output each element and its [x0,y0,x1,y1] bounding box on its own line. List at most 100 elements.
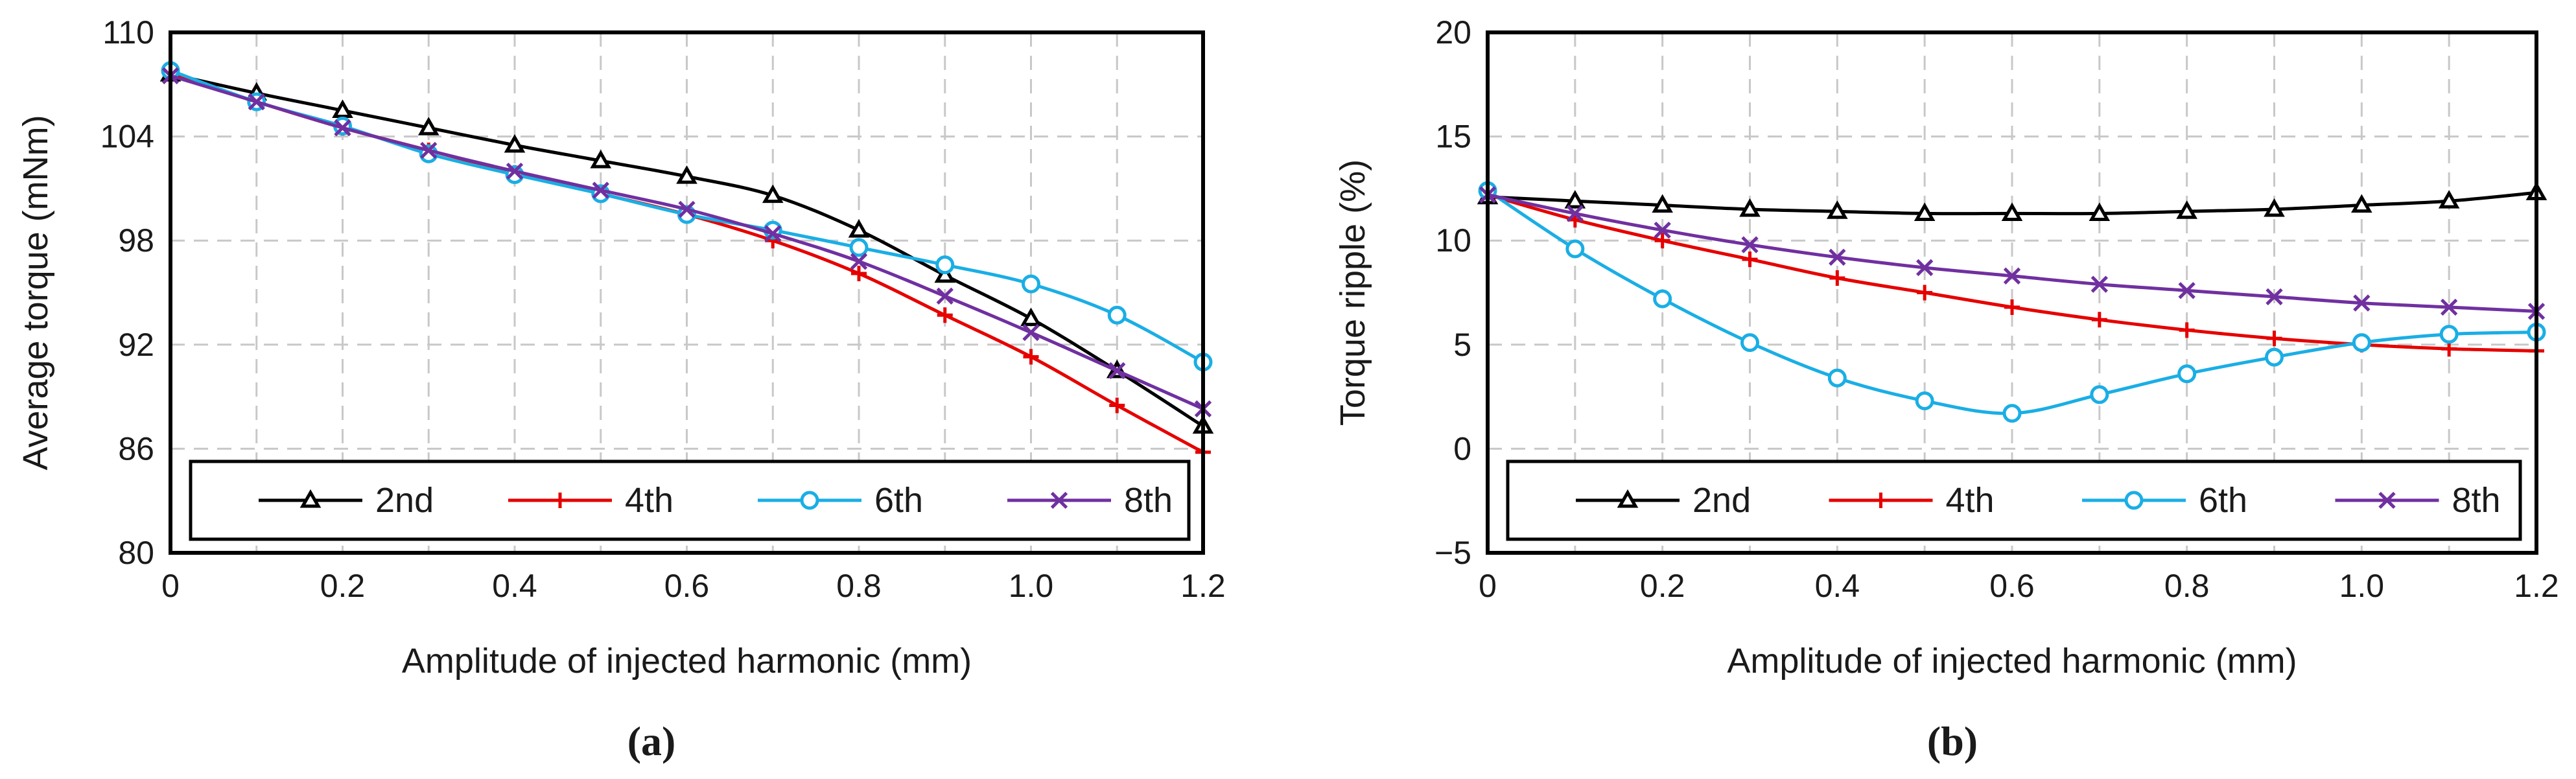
legend-label-8th: 8th [2452,481,2501,520]
data-point-2nd [1020,307,1042,327]
y-axis-label: Torque ripple (%) [1333,159,1372,426]
data-point-8th [1741,236,1759,253]
legend-marker-8th [1050,491,1068,509]
y-tick-label: 80 [118,535,154,571]
data-point-4th [2266,331,2282,347]
data-point-6th [1653,289,1672,308]
data-point-2nd [2264,198,2285,217]
legend-label-8th: 8th [1124,481,1173,520]
data-point-4th [1829,270,1845,286]
data-point-2nd [2089,202,2111,221]
data-point-2nd [1652,194,1673,213]
plot-frame [1486,30,2538,555]
y-tick-label: 92 [118,327,154,363]
data-point-2nd [2176,200,2197,219]
legend-marker-8th [2378,491,2396,509]
data-point-8th [850,253,868,270]
data-point-8th [1654,221,1671,239]
data-point-4th [1742,251,1758,268]
data-point-8th [1829,248,1846,266]
y-tick-label: 0 [1453,430,1471,467]
data-point-2nd [2438,190,2460,209]
x-tick-label: 1.0 [2339,568,2385,604]
data-point-6th [2439,325,2459,344]
data-point-8th [2353,294,2371,312]
x-tick-label: 0.6 [664,568,710,604]
data-point-4th [1654,233,1670,249]
data-point-2nd [2001,202,2023,221]
data-point-6th [849,238,869,257]
data-point-2nd [1739,198,1761,217]
data-point-8th [506,162,524,180]
data-point-2nd [1914,202,1936,221]
y-tick-label: 98 [118,222,154,259]
x-tick-label: 0.8 [2164,568,2210,604]
legend-label-4th: 4th [1946,481,1995,520]
y-tick-label: 15 [1435,119,1471,155]
data-point-6th [1107,305,1127,325]
data-point-8th [1022,323,1040,342]
x-tick-label: 1.0 [1009,568,1054,604]
data-point-6th [2090,385,2109,404]
legend-label-2nd: 2nd [1692,481,1751,520]
data-point-8th [2178,282,2195,299]
x-axis-label: Amplitude of injected harmonic (mm) [1727,642,2297,680]
legend: 2nd 4th 6th 8th [1506,459,2522,541]
x-tick-label: 1.2 [1180,568,1226,604]
data-point-8th [1566,205,1584,222]
data-point-4th [2091,312,2107,328]
data-point-2nd [590,150,612,169]
data-point-2nd [2351,194,2372,213]
y-tick-label: 110 [102,14,154,51]
x-tick-label: 1.2 [2514,568,2559,604]
data-point-4th [2004,299,2020,315]
data-point-8th [420,141,438,159]
x-tick-label: 0 [1479,568,1497,604]
y-axis-label: Average torque (mNm) [16,115,55,470]
data-point-8th [1108,362,1126,380]
data-point-4th [1023,349,1039,365]
y-tick-label: −5 [1434,535,1471,571]
data-point-8th [936,287,954,305]
data-point-8th [2090,275,2108,293]
data-point-8th [678,200,696,218]
data-point-4th [1109,397,1125,413]
data-point-8th [334,119,351,137]
data-point-8th [248,93,265,111]
x-axis-label: Amplitude of injected harmonic (mm) [402,642,972,680]
y-tick-label: 20 [1435,14,1471,51]
data-point-6th [1827,368,1847,388]
data-point-6th [2352,333,2371,353]
y-tick-label: 10 [1435,222,1471,259]
x-tick-label: 0 [161,568,180,604]
legend-label-2nd: 2nd [375,481,434,520]
data-point-6th [1915,391,1934,411]
legend-marker-2nd [1617,489,1639,508]
plot-frame [169,30,1205,555]
data-point-6th [2002,404,2022,423]
data-point-6th [935,255,955,275]
data-point-2nd [1564,190,1586,209]
data-point-6th [1740,333,1759,353]
data-point-2nd [934,264,956,283]
x-tick-label: 0.2 [1640,568,1685,604]
legend-marker-2nd [299,489,322,508]
data-point-4th [1917,285,1933,301]
y-tick-label: 104 [100,119,154,155]
data-point-2nd [848,219,870,238]
data-point-8th [2266,288,2283,306]
data-point-8th [764,225,782,242]
legend-label-4th: 4th [625,481,673,520]
data-point-2nd [504,134,526,153]
legend-marker-4th [552,493,568,508]
data-point-8th [592,181,609,199]
data-point-8th [1916,259,1934,277]
data-point-6th [1022,274,1040,294]
y-tick-label: 86 [118,430,154,467]
x-tick-label: 0.2 [320,568,366,604]
data-point-8th [2441,298,2458,316]
legend-label-6th: 6th [2199,481,2247,520]
x-tick-label: 0.8 [836,568,882,604]
data-point-6th [1565,239,1585,259]
